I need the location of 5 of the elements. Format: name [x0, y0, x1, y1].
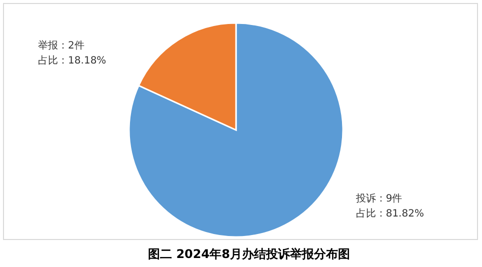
slice-label: 举报：2件 [38, 40, 84, 52]
text: 图二 2024年8月办结投诉举报分布图 [148, 247, 350, 261]
data-label: 占比：81.82% [356, 208, 424, 220]
data-label: 占比：18.18% [38, 54, 106, 67]
slice-label: 投诉：9件 [354, 192, 402, 205]
